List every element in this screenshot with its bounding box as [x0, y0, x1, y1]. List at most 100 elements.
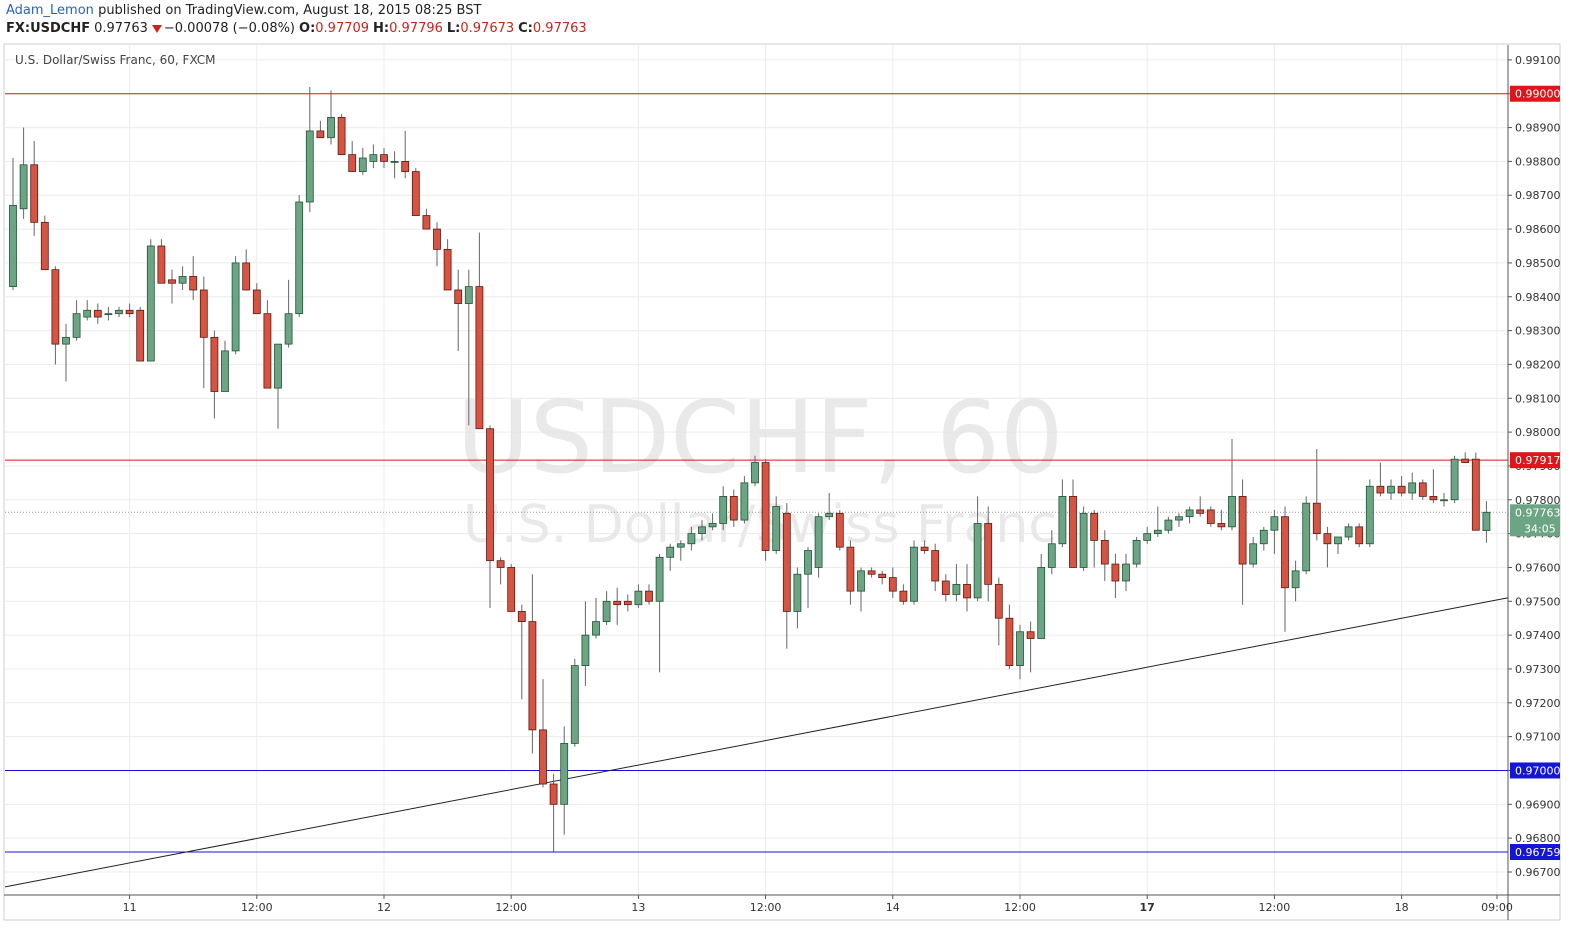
candle-body [994, 583, 1003, 619]
candle-body [1228, 495, 1236, 528]
candle-body [570, 665, 579, 744]
x-tick-label: 12:00 [495, 901, 527, 914]
candle-body [1471, 458, 1480, 531]
candle-body [1482, 511, 1491, 531]
candle-body [1249, 543, 1258, 565]
candle-body [1365, 485, 1374, 545]
candle-body [857, 570, 865, 592]
trendline [4, 597, 1508, 888]
y-tick-label: 0.98300 [1515, 325, 1561, 338]
candle-body [1429, 495, 1438, 501]
candle-body [740, 482, 749, 521]
x-tick-label: 12:00 [241, 901, 273, 914]
candle-body [920, 546, 929, 551]
y-tick-label: 0.98200 [1515, 358, 1561, 371]
candle-body [62, 336, 70, 345]
candle-body [252, 289, 261, 315]
candle-body [517, 611, 526, 622]
countdown: 34:05 [1524, 522, 1556, 535]
candle-body [1408, 482, 1417, 494]
candle-body [443, 248, 452, 291]
candle-body [146, 245, 155, 362]
candle-body [1312, 502, 1321, 535]
candle-body [814, 516, 823, 568]
candle-body [1058, 495, 1067, 545]
candle-body [380, 154, 388, 162]
level-label-box [1510, 452, 1560, 469]
candle-body [157, 245, 166, 284]
ohlc-value: 0.97673 [460, 21, 515, 36]
candle-body [316, 130, 325, 139]
candle-body [305, 130, 314, 203]
candle-body [221, 350, 229, 392]
candle-body [1291, 570, 1300, 589]
candle-body [941, 580, 950, 595]
candle-body [454, 289, 463, 304]
x-tick-label: 09:00 [1481, 901, 1513, 914]
candle-body [804, 550, 812, 575]
candle-body [825, 512, 834, 518]
candle-body [178, 276, 187, 284]
candle-body [751, 462, 759, 484]
y-tick-label: 0.97200 [1515, 697, 1561, 710]
candle-body [1355, 526, 1364, 545]
candle-body [1100, 539, 1109, 565]
candle-body [687, 533, 696, 545]
candle-body [1334, 536, 1342, 545]
candle-body [104, 313, 113, 316]
candle-body [231, 262, 240, 352]
candle-body [676, 543, 685, 548]
candle-body [973, 523, 982, 599]
last-price-label: 0.97763 [1515, 506, 1561, 519]
candle-body [1047, 543, 1056, 568]
x-tick-label: 11 [123, 901, 137, 914]
candle-body [1450, 458, 1459, 501]
candle-body [210, 336, 219, 392]
price-change: −0.00078 (−0.08%) [163, 21, 296, 36]
down-arrow [151, 24, 162, 33]
candle-body [910, 546, 918, 602]
candle-body [1376, 485, 1385, 494]
candle-body [867, 570, 876, 575]
candle-body [475, 286, 484, 430]
candle-body [1259, 529, 1268, 545]
candle-body [1037, 567, 1046, 639]
candle-body [528, 621, 537, 731]
candle-body [390, 161, 399, 163]
candle-body [560, 743, 569, 805]
candle-body [1281, 516, 1289, 589]
y-tick-label: 0.98500 [1515, 257, 1561, 270]
candle-body [899, 590, 908, 602]
user-name[interactable]: Adam_Lemon [6, 3, 94, 18]
x-tick-label: 12:00 [750, 901, 782, 914]
candle-body [401, 161, 410, 172]
chart-frame [3, 43, 1561, 921]
candle-body [952, 583, 961, 595]
quote-line: FX:USDCHF 0.97763 −0.00078 (−0.08%) O:0.977… [6, 21, 595, 36]
candle-body [496, 560, 505, 568]
candle-body [655, 556, 664, 602]
candle-body [1153, 529, 1162, 535]
candle-body [1344, 526, 1353, 538]
chart-title: U.S. Dollar/Swiss Franc, 60, FXCM [15, 53, 216, 67]
y-tick-label: 0.97500 [1515, 595, 1561, 608]
candle-body [1164, 519, 1173, 531]
candle-body [295, 201, 304, 315]
candle-body [422, 215, 431, 230]
watermark: USDCHF, 60 [456, 379, 1063, 496]
candle-body [1016, 631, 1024, 666]
candle-body [772, 506, 781, 551]
candle-body [1397, 485, 1406, 494]
x-tick-label: 12:00 [1004, 901, 1036, 914]
candle-body [1387, 485, 1395, 494]
candle-body [1069, 495, 1077, 568]
candle-body [888, 577, 897, 592]
candle-body [984, 523, 993, 585]
y-tick-label: 0.97400 [1515, 629, 1561, 642]
x-tick-label: 14 [886, 901, 900, 914]
candle-body [634, 590, 643, 606]
level-label-box [1510, 844, 1560, 861]
candle-body [708, 523, 717, 528]
candle-body [189, 276, 198, 291]
